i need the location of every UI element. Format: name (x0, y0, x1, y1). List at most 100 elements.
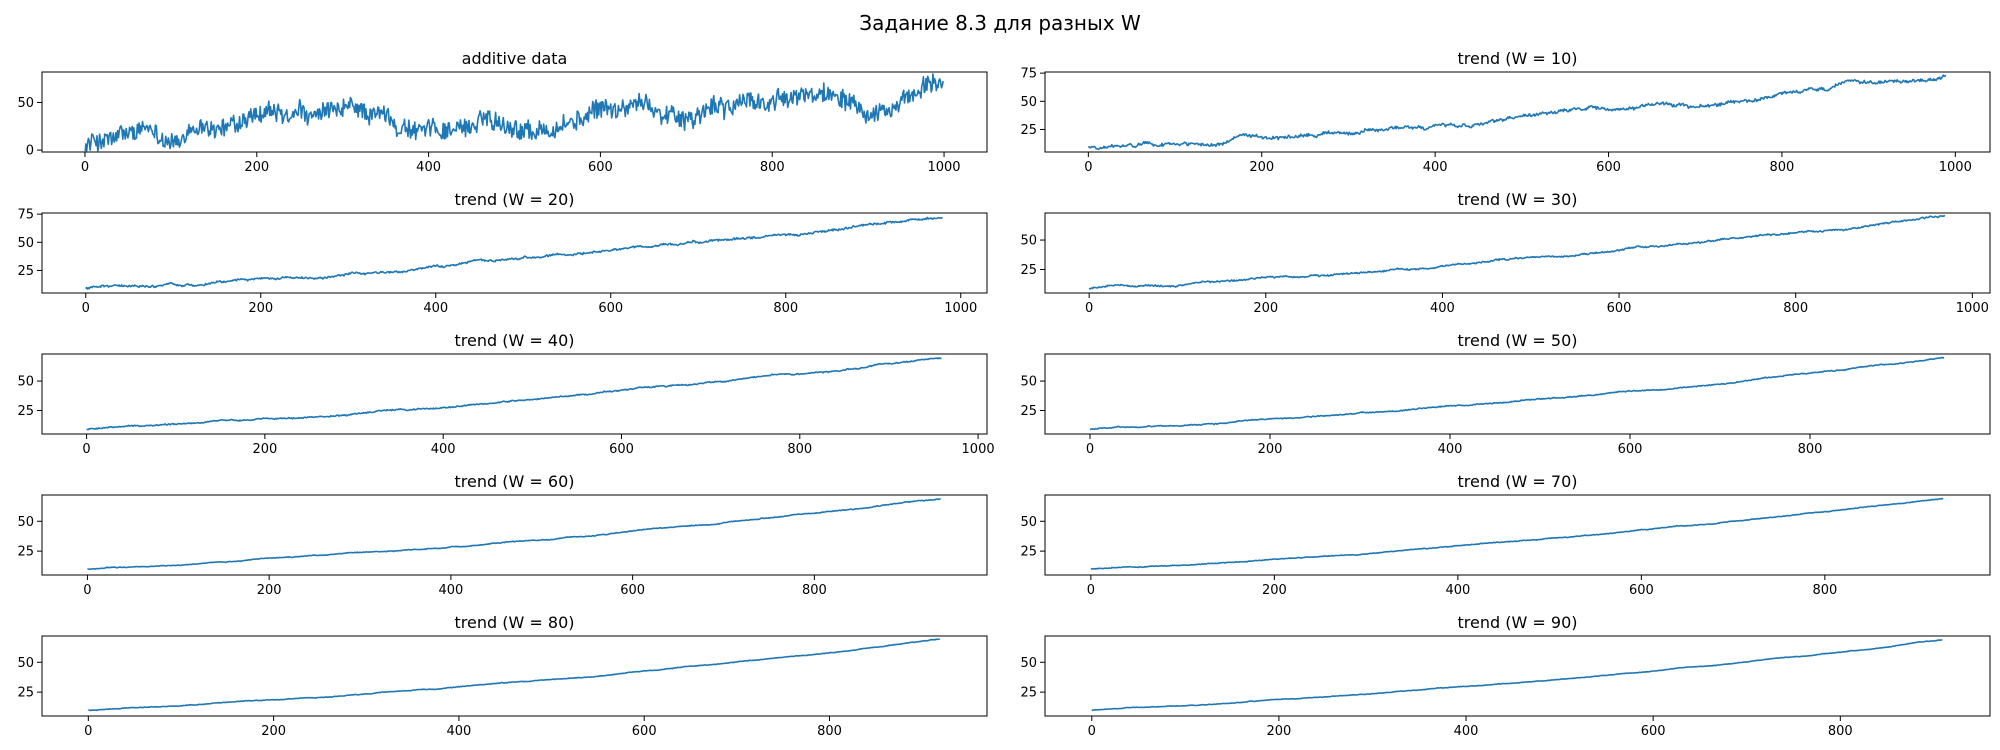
x-tick-label: 800 (1812, 583, 1837, 598)
y-tick-label: 25 (1020, 263, 1037, 278)
series-line (1087, 74, 1947, 151)
x-tick-label: 0 (81, 160, 89, 175)
x-tick-label: 600 (1607, 301, 1632, 316)
x-tick-label: 600 (1618, 442, 1643, 457)
x-tick-label: 600 (1629, 583, 1654, 598)
y-tick-label: 75 (1020, 67, 1037, 82)
x-tick-label: 400 (1438, 442, 1463, 457)
series-line (1089, 356, 1945, 431)
y-tick-label: 50 (1020, 515, 1037, 530)
subplot-4: trend (W = 30) 0 200 400 600 800 1000 25 50 (1020, 190, 1991, 316)
subplot-title: trend (W = 60) (455, 472, 575, 491)
x-tick-label: 0 (1088, 724, 1096, 739)
y-tick-label: 25 (1020, 545, 1037, 560)
subplot-title: trend (W = 40) (455, 331, 575, 350)
x-tick-label: 800 (760, 160, 785, 175)
x-tick-label: 600 (609, 442, 634, 457)
plot-area (41, 494, 988, 576)
y-tick-label: 50 (1020, 95, 1037, 110)
x-tick-label: 400 (423, 301, 448, 316)
y-tick-label: 50 (17, 375, 34, 390)
subplot-title: trend (W = 70) (1458, 472, 1578, 491)
y-tick-label: 25 (17, 686, 34, 701)
x-tick-label: 600 (598, 301, 623, 316)
x-tick-label: 200 (1258, 442, 1283, 457)
plot-area (41, 353, 988, 435)
plot-area (1044, 494, 1991, 576)
x-tick-label: 200 (1253, 301, 1278, 316)
plot-area (1044, 635, 1991, 717)
x-tick-label: 400 (1445, 583, 1470, 598)
subplot-title: trend (W = 30) (1458, 190, 1578, 209)
x-tick-label: 400 (446, 724, 471, 739)
x-tick-label: 600 (1641, 724, 1666, 739)
series-line (85, 216, 943, 290)
series-line (1090, 497, 1944, 570)
series-line (86, 357, 942, 431)
figure-title: Задание 8.3 для разных W (859, 11, 1141, 35)
plot-area (1044, 353, 1991, 435)
plot-area (1044, 212, 1991, 294)
x-tick-label: 200 (252, 442, 277, 457)
subplot-title: trend (W = 10) (1458, 49, 1578, 68)
plot-area (41, 635, 988, 717)
plot-area (41, 71, 988, 153)
subplot-title: trend (W = 80) (455, 613, 575, 632)
x-tick-label: 1000 (944, 301, 977, 316)
x-tick-label: 800 (1798, 442, 1823, 457)
y-tick-label: 50 (1020, 656, 1037, 671)
y-tick-label: 50 (1020, 234, 1037, 249)
x-tick-label: 600 (1596, 160, 1621, 175)
plot-area (41, 212, 988, 294)
series-line (87, 498, 941, 571)
x-tick-label: 1000 (962, 442, 995, 457)
x-tick-label: 800 (1783, 301, 1808, 316)
subplot-6: trend (W = 50) 0 200 400 600 800 25 50 (1020, 331, 1991, 457)
subplot-title: additive data (462, 49, 568, 68)
y-tick-label: 25 (17, 404, 34, 419)
x-tick-label: 0 (82, 442, 90, 457)
x-tick-label: 0 (82, 301, 90, 316)
y-tick-label: 50 (17, 236, 34, 251)
x-tick-label: 400 (1423, 160, 1448, 175)
series-line (88, 638, 940, 712)
y-tick-label: 25 (17, 264, 34, 279)
y-tick-label: 50 (17, 96, 34, 111)
x-tick-label: 1000 (927, 160, 960, 175)
subplot-title: trend (W = 20) (455, 190, 575, 209)
x-tick-label: 400 (431, 442, 456, 457)
x-tick-label: 200 (257, 583, 282, 598)
y-tick-label: 50 (17, 515, 34, 530)
y-tick-label: 25 (1020, 686, 1037, 701)
series-line (1091, 639, 1943, 711)
x-tick-label: 600 (588, 160, 613, 175)
y-tick-label: 25 (1020, 123, 1037, 138)
x-tick-label: 800 (1770, 160, 1795, 175)
x-tick-label: 0 (1086, 442, 1094, 457)
x-tick-label: 200 (1262, 583, 1287, 598)
subplot-10: trend (W = 90) 0 200 400 600 800 25 50 (1020, 613, 1991, 739)
x-tick-label: 200 (1249, 160, 1274, 175)
x-tick-label: 800 (773, 301, 798, 316)
x-tick-label: 400 (1430, 301, 1455, 316)
x-tick-label: 0 (84, 724, 92, 739)
x-tick-label: 400 (438, 583, 463, 598)
x-tick-label: 800 (817, 724, 842, 739)
x-tick-label: 400 (1454, 724, 1479, 739)
x-tick-label: 1000 (1939, 160, 1972, 175)
subplot-1: additive data 0 200 400 600 800 1000 0 50 (17, 49, 988, 175)
x-tick-label: 400 (416, 160, 441, 175)
series-line (84, 73, 944, 152)
x-tick-label: 800 (1828, 724, 1853, 739)
subplot-5: trend (W = 40) 0 200 400 600 800 1000 25 50 (17, 331, 994, 457)
y-tick-label: 50 (17, 656, 34, 671)
subplot-8: trend (W = 70) 0 200 400 600 800 25 50 (1020, 472, 1991, 598)
series-line (1088, 214, 1946, 290)
x-tick-label: 0 (1087, 583, 1095, 598)
y-tick-label: 50 (1020, 375, 1037, 390)
subplot-title: trend (W = 90) (1458, 613, 1578, 632)
x-tick-label: 0 (1084, 160, 1092, 175)
x-tick-label: 0 (1085, 301, 1093, 316)
x-tick-label: 600 (620, 583, 645, 598)
